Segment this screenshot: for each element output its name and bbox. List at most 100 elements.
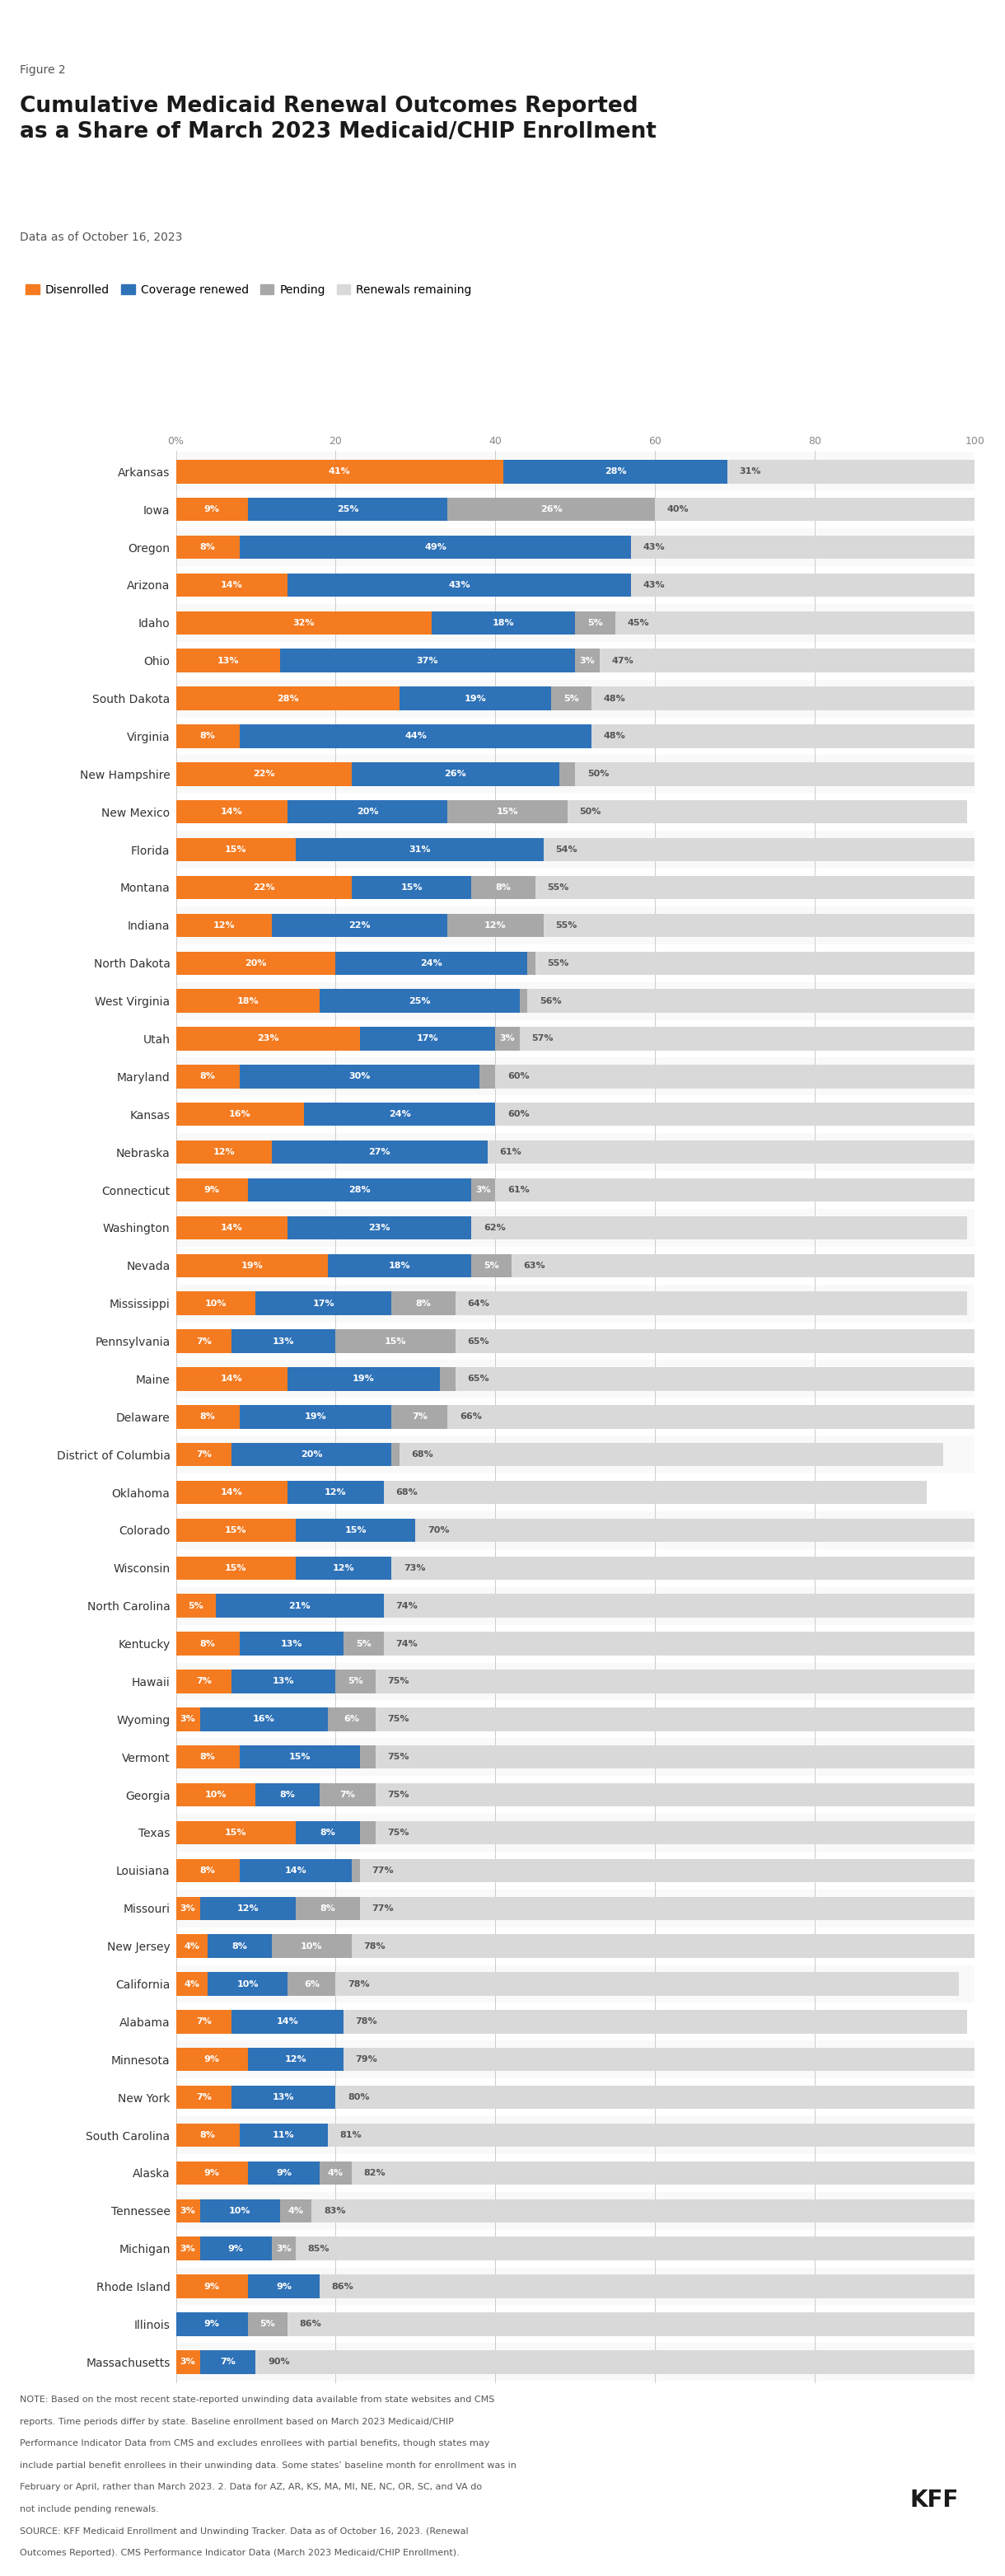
Bar bbox=[376, 1747, 975, 1770]
Bar bbox=[495, 1103, 975, 1126]
Text: 22%: 22% bbox=[253, 884, 274, 891]
Bar bbox=[176, 453, 975, 489]
Text: 15%: 15% bbox=[385, 1337, 406, 1345]
Bar bbox=[544, 914, 983, 938]
Bar bbox=[376, 1783, 975, 1806]
Bar bbox=[176, 1517, 295, 1543]
Bar bbox=[176, 951, 336, 974]
Bar bbox=[176, 574, 287, 598]
Bar bbox=[376, 1708, 975, 1731]
Text: 50%: 50% bbox=[587, 770, 609, 778]
Text: 3%: 3% bbox=[180, 2244, 196, 2251]
Text: 77%: 77% bbox=[372, 1868, 394, 1875]
Bar bbox=[176, 837, 295, 860]
Bar bbox=[176, 1141, 271, 1164]
Bar bbox=[392, 1291, 455, 1316]
Bar bbox=[447, 1404, 975, 1430]
Bar bbox=[591, 724, 975, 747]
Text: 8%: 8% bbox=[495, 884, 512, 891]
Text: 81%: 81% bbox=[340, 2130, 362, 2138]
Bar bbox=[176, 1633, 240, 1656]
Bar bbox=[520, 989, 528, 1012]
Bar bbox=[176, 1095, 975, 1133]
Text: 74%: 74% bbox=[396, 1602, 418, 1610]
Text: 55%: 55% bbox=[548, 884, 569, 891]
Bar bbox=[728, 461, 975, 484]
Bar bbox=[240, 1747, 360, 1770]
Bar bbox=[248, 2161, 320, 2184]
Bar bbox=[176, 1556, 295, 1579]
Bar bbox=[352, 2161, 1005, 2184]
Text: 15%: 15% bbox=[225, 1829, 246, 1837]
Text: 12%: 12% bbox=[237, 1904, 258, 1911]
Text: 31%: 31% bbox=[739, 466, 761, 477]
Bar bbox=[176, 1548, 975, 1587]
Bar bbox=[176, 489, 975, 528]
Bar bbox=[176, 832, 975, 868]
Bar bbox=[248, 2275, 320, 2298]
Bar bbox=[512, 1255, 1005, 1278]
Text: 82%: 82% bbox=[364, 2169, 386, 2177]
Text: 9%: 9% bbox=[204, 1185, 220, 1195]
Bar bbox=[295, 1556, 392, 1579]
Bar bbox=[176, 2313, 248, 2336]
Bar bbox=[176, 1321, 975, 1360]
Text: 20%: 20% bbox=[300, 1450, 323, 1458]
Bar bbox=[287, 801, 447, 824]
Bar bbox=[344, 2009, 967, 2032]
Bar bbox=[176, 680, 975, 716]
Bar bbox=[200, 2200, 279, 2223]
Bar bbox=[487, 1141, 975, 1164]
Text: 16%: 16% bbox=[229, 1110, 251, 1118]
Text: 23%: 23% bbox=[369, 1224, 391, 1231]
Bar bbox=[176, 2161, 248, 2184]
Text: 86%: 86% bbox=[332, 2282, 354, 2290]
Bar bbox=[415, 1517, 975, 1543]
Bar bbox=[176, 1435, 975, 1473]
Bar bbox=[544, 837, 975, 860]
Text: 19%: 19% bbox=[305, 1412, 327, 1422]
Bar bbox=[176, 1512, 975, 1548]
Text: 10%: 10% bbox=[300, 1942, 323, 1950]
Text: 21%: 21% bbox=[288, 1602, 311, 1610]
Bar bbox=[279, 2200, 312, 2223]
Bar bbox=[176, 1747, 240, 1770]
Bar bbox=[360, 1028, 495, 1051]
Text: 68%: 68% bbox=[412, 1450, 433, 1458]
Text: 55%: 55% bbox=[556, 922, 577, 930]
Bar bbox=[176, 1059, 975, 1095]
Text: 49%: 49% bbox=[424, 544, 446, 551]
Text: 8%: 8% bbox=[280, 1790, 295, 1798]
Text: 8%: 8% bbox=[416, 1298, 431, 1309]
Text: 4%: 4% bbox=[287, 2208, 304, 2215]
Text: 13%: 13% bbox=[217, 657, 239, 665]
Text: 18%: 18% bbox=[389, 1262, 411, 1270]
Bar bbox=[176, 1888, 975, 1927]
Bar bbox=[176, 989, 320, 1012]
Text: 3%: 3% bbox=[180, 1904, 196, 1911]
Text: 8%: 8% bbox=[320, 1904, 336, 1911]
Text: 48%: 48% bbox=[603, 696, 625, 703]
Bar bbox=[287, 1973, 336, 1996]
Bar bbox=[455, 1329, 975, 1352]
Bar bbox=[271, 1141, 487, 1164]
Bar bbox=[240, 2123, 328, 2146]
Bar bbox=[376, 1669, 975, 1692]
Bar bbox=[248, 1177, 471, 1200]
Bar bbox=[431, 611, 575, 634]
Text: 3%: 3% bbox=[180, 2357, 196, 2367]
Text: Outcomes Reported). CMS Performance Indicator Data (March 2023 Medicaid/CHIP Enr: Outcomes Reported). CMS Performance Indi… bbox=[20, 2550, 459, 2558]
Bar bbox=[287, 574, 631, 598]
Text: 13%: 13% bbox=[272, 1677, 294, 1685]
Text: 5%: 5% bbox=[348, 1677, 364, 1685]
Text: 75%: 75% bbox=[388, 1829, 409, 1837]
Bar bbox=[176, 1860, 240, 1883]
Text: 3%: 3% bbox=[180, 1716, 196, 1723]
Bar bbox=[471, 1255, 512, 1278]
Bar bbox=[176, 801, 287, 824]
Text: 10%: 10% bbox=[229, 2208, 250, 2215]
Bar bbox=[176, 716, 975, 755]
Text: 77%: 77% bbox=[372, 1904, 394, 1911]
Bar bbox=[176, 1739, 975, 1775]
Bar bbox=[176, 1662, 975, 1700]
